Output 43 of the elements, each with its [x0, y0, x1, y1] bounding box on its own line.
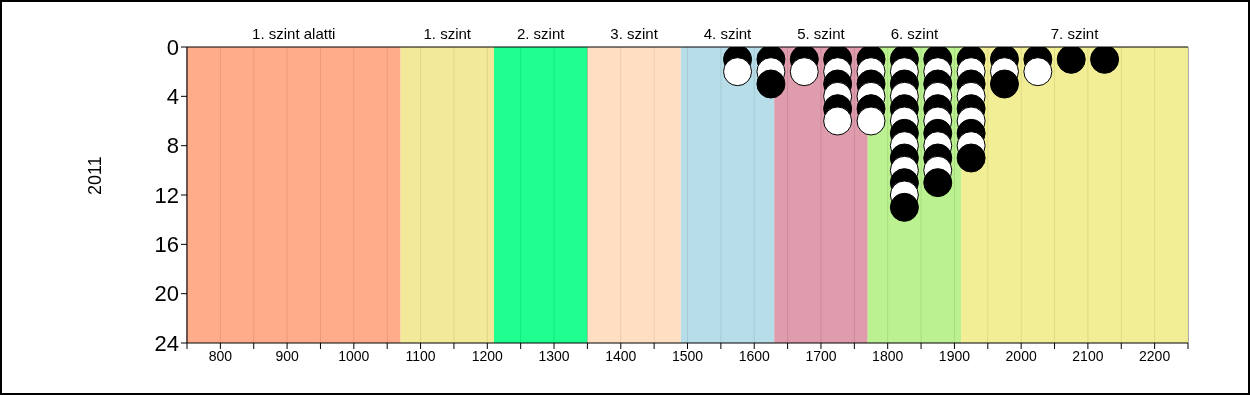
point [856, 106, 886, 136]
band-label: 2. szint [516, 25, 566, 42]
y-tick-label: 8 [166, 133, 179, 159]
point [889, 192, 919, 222]
band-label: 4. szint [703, 25, 753, 42]
x-tick-label: 1400 [605, 347, 637, 364]
point [956, 143, 986, 173]
x-tick-label: 1200 [471, 347, 504, 364]
band-label: 3. szint [610, 25, 659, 42]
x-tick-label: 1700 [805, 347, 837, 364]
y-tick-label: 4 [166, 84, 179, 110]
x-tick-label: 1000 [338, 347, 370, 364]
y-tick-label: 12 [154, 182, 179, 208]
point [923, 168, 953, 198]
y-tick-label: 16 [154, 232, 179, 258]
x-tick-label: 1900 [938, 347, 971, 364]
x-tick-label: 2100 [1072, 347, 1104, 364]
x-tick-label: 1300 [538, 347, 570, 364]
x-tick-label: 1600 [738, 347, 771, 364]
y-tick-label: 20 [154, 281, 179, 307]
point [1056, 47, 1086, 74]
y-tick-label: 0 [166, 34, 179, 60]
point [723, 57, 753, 87]
y-tick-label: 24 [154, 330, 179, 356]
x-tick-label: 2200 [1139, 347, 1171, 364]
y-axis-title: 2011 [85, 156, 106, 195]
x-tick-label: 800 [208, 347, 233, 364]
x-tick-label: 1800 [872, 347, 904, 364]
band-label: 7. szint [1050, 25, 1100, 42]
point [989, 69, 1019, 99]
point [823, 106, 853, 136]
x-tick-label: 1100 [405, 347, 436, 364]
band-label: 6. szint [890, 25, 939, 42]
x-tick-label: 1500 [671, 347, 704, 364]
point [756, 69, 786, 99]
point [1090, 47, 1120, 74]
point [789, 57, 819, 87]
band-label: 1. szint alatti [252, 25, 336, 42]
band-label: 5. szint [797, 25, 846, 42]
x-tick-label: 2000 [1005, 347, 1037, 364]
point [1023, 57, 1053, 87]
band-label: 1. szint [423, 25, 472, 42]
x-tick-label: 900 [275, 347, 299, 364]
